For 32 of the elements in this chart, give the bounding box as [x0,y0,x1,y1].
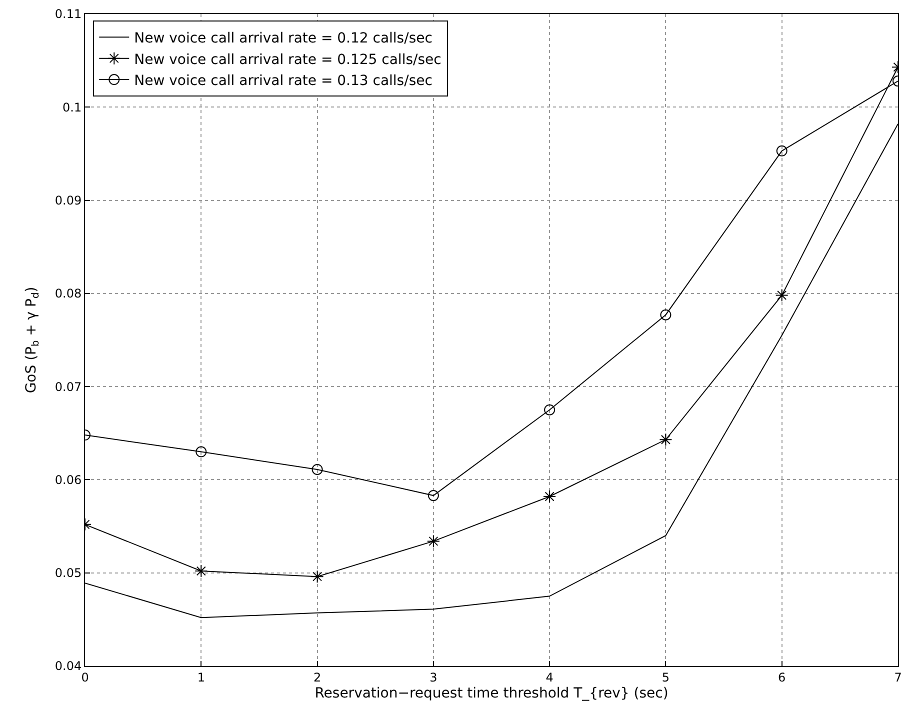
x-tick-label: 2 [313,670,322,684]
y-tick-label: 0.1 [62,100,82,114]
y-tick-label: 0.08 [54,286,82,301]
x-axis-title: Reservation−request time threshold T_{rev} (sec) [314,686,668,702]
point [776,145,788,156]
legend-label: New voice call arrival rate = 0.13 calls/sec [134,72,432,89]
point [660,309,672,320]
point [775,288,788,302]
point [194,564,208,578]
x-tick-label: 4 [546,670,554,684]
x-tick-label: 3 [430,670,438,684]
point [543,490,556,503]
y-tick-label: 0.09 [54,193,82,208]
y-tick-label: 0.07 [54,380,82,394]
y-tick-label: 0.04 [54,659,82,674]
point [310,570,324,584]
legend-label: New voice call arrival rate = 0.125 calls/sec [134,52,442,68]
point [544,404,556,416]
legend-label: New voice call arrival rate = 0.12 calls/sec [134,30,432,47]
x-tick-label: 0 [81,670,89,684]
point [312,464,323,475]
point [659,433,672,446]
point [428,490,439,502]
y-tick-label: 0.06 [54,472,82,487]
point [426,534,440,548]
y-tick-label: 0.05 [54,566,82,580]
x-tick-label: 5 [662,670,670,684]
x-tick-label: 6 [778,670,786,684]
x-tick-label: 1 [197,670,205,684]
y-tick-label: 0.11 [54,7,82,22]
point [196,446,207,458]
x-tick-label: 7 [894,670,902,684]
